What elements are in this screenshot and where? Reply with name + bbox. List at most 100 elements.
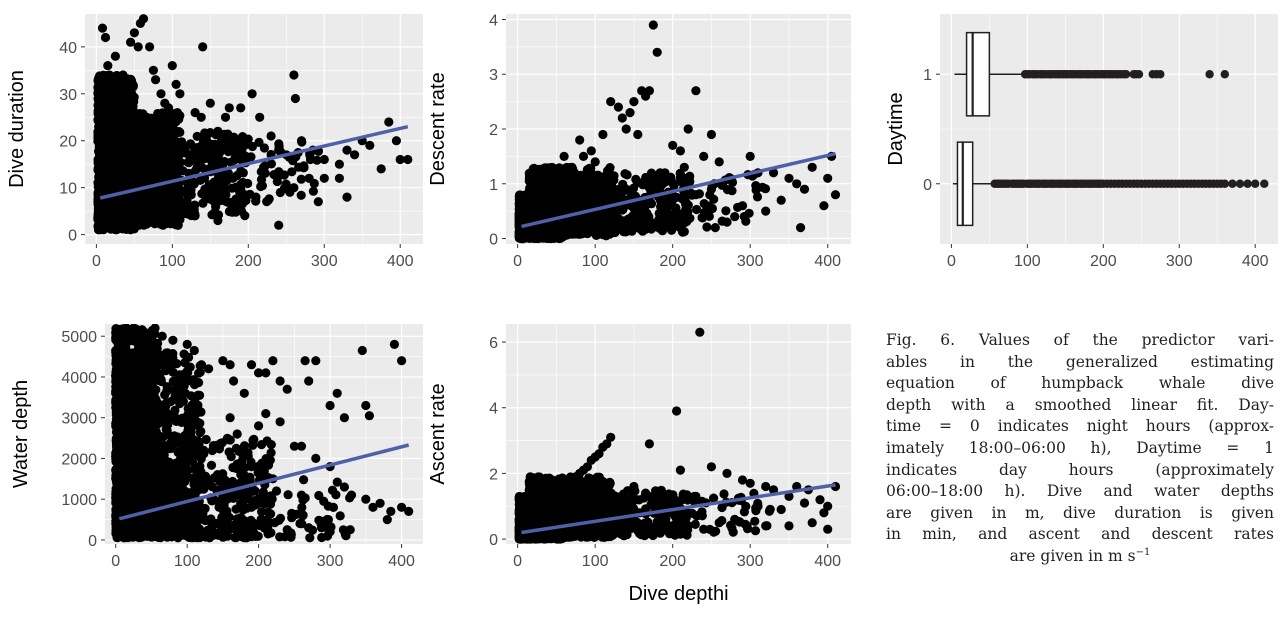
data-point: [675, 146, 686, 156]
data-point: [114, 217, 124, 227]
data-point: [209, 208, 219, 218]
data-point: [384, 117, 394, 127]
data-point: [768, 168, 779, 178]
data-point: [752, 192, 763, 202]
data-point: [545, 190, 555, 200]
data-point: [622, 170, 632, 180]
y-tick-label: 4: [489, 12, 498, 29]
data-point: [106, 90, 116, 100]
data-point: [97, 23, 108, 33]
data-point: [671, 203, 681, 213]
data-point: [125, 114, 135, 124]
data-point: [761, 206, 771, 216]
data-point: [641, 172, 651, 183]
data-point: [552, 225, 562, 235]
data-point: [319, 154, 329, 165]
plot-area: [93, 14, 413, 235]
data-point: [608, 195, 618, 205]
data-point: [610, 227, 621, 237]
data-point: [704, 211, 714, 221]
data-point: [213, 126, 223, 136]
data-point: [741, 216, 751, 226]
data-point: [625, 108, 635, 118]
data-point: [100, 32, 111, 43]
data-point: [137, 153, 147, 163]
data-point: [227, 207, 237, 217]
x-tick-label: 200: [1090, 253, 1117, 270]
data-point: [123, 160, 133, 170]
data-point: [158, 220, 168, 230]
data-point: [100, 134, 111, 144]
data-point: [133, 42, 143, 52]
data-point: [683, 207, 693, 217]
x-tick-label: 0: [92, 253, 101, 270]
data-point: [110, 51, 120, 61]
data-point: [532, 184, 542, 194]
data-point: [168, 150, 178, 160]
data-point: [691, 190, 701, 200]
data-point: [138, 109, 148, 119]
data-point: [627, 211, 638, 221]
data-point: [114, 136, 124, 147]
data-point: [553, 176, 563, 186]
data-point: [111, 121, 121, 131]
data-point: [266, 131, 276, 141]
fit-line: [521, 151, 836, 229]
y-tick-label: 0: [68, 228, 77, 245]
data-point: [584, 163, 595, 174]
data-point: [196, 112, 206, 122]
data-point: [776, 195, 786, 205]
data-point: [227, 183, 237, 193]
data-point: [274, 220, 284, 230]
data-point: [624, 186, 634, 196]
data-point: [243, 178, 253, 189]
data-point: [606, 217, 616, 227]
data-point: [198, 163, 208, 173]
data-point: [289, 183, 299, 193]
data-point: [721, 206, 731, 216]
x-tick-label: 400: [814, 253, 841, 270]
plot-area: [952, 31, 1269, 227]
data-point: [213, 215, 223, 226]
data-point: [683, 200, 693, 210]
data-point: [660, 168, 670, 178]
data-point: [145, 144, 155, 154]
y-tick-label: 30: [59, 87, 77, 104]
data-point: [760, 184, 771, 194]
data-point: [119, 152, 129, 163]
data-point: [727, 177, 738, 187]
data-point: [819, 201, 829, 211]
data-point: [100, 158, 110, 168]
data-point: [691, 86, 701, 96]
data-point: [255, 112, 265, 122]
data-point: [236, 103, 246, 113]
x-tick-label: 0: [513, 253, 522, 270]
data-point: [598, 129, 608, 140]
data-point: [656, 179, 666, 189]
data-point: [257, 181, 267, 191]
data-point: [164, 103, 174, 113]
data-point: [201, 131, 212, 141]
data-point: [247, 89, 257, 99]
data-point: [226, 157, 236, 167]
data-point: [576, 170, 586, 180]
data-point: [350, 150, 360, 160]
data-point: [99, 204, 109, 214]
box-outlier: [1156, 70, 1165, 79]
data-point: [727, 186, 737, 196]
data-point: [633, 129, 643, 140]
data-point: [184, 201, 194, 211]
data-point: [296, 136, 307, 146]
data-point: [191, 165, 201, 175]
data-point: [613, 102, 624, 112]
data-point: [566, 181, 576, 192]
data-point: [185, 156, 195, 166]
data-point: [676, 215, 686, 225]
data-point: [631, 221, 641, 231]
data-point: [592, 186, 602, 196]
data-point: [171, 79, 181, 89]
x-tick-label: 400: [387, 253, 414, 270]
x-tick-label: 200: [235, 253, 262, 270]
data-point: [629, 97, 639, 107]
data-point: [232, 196, 243, 206]
